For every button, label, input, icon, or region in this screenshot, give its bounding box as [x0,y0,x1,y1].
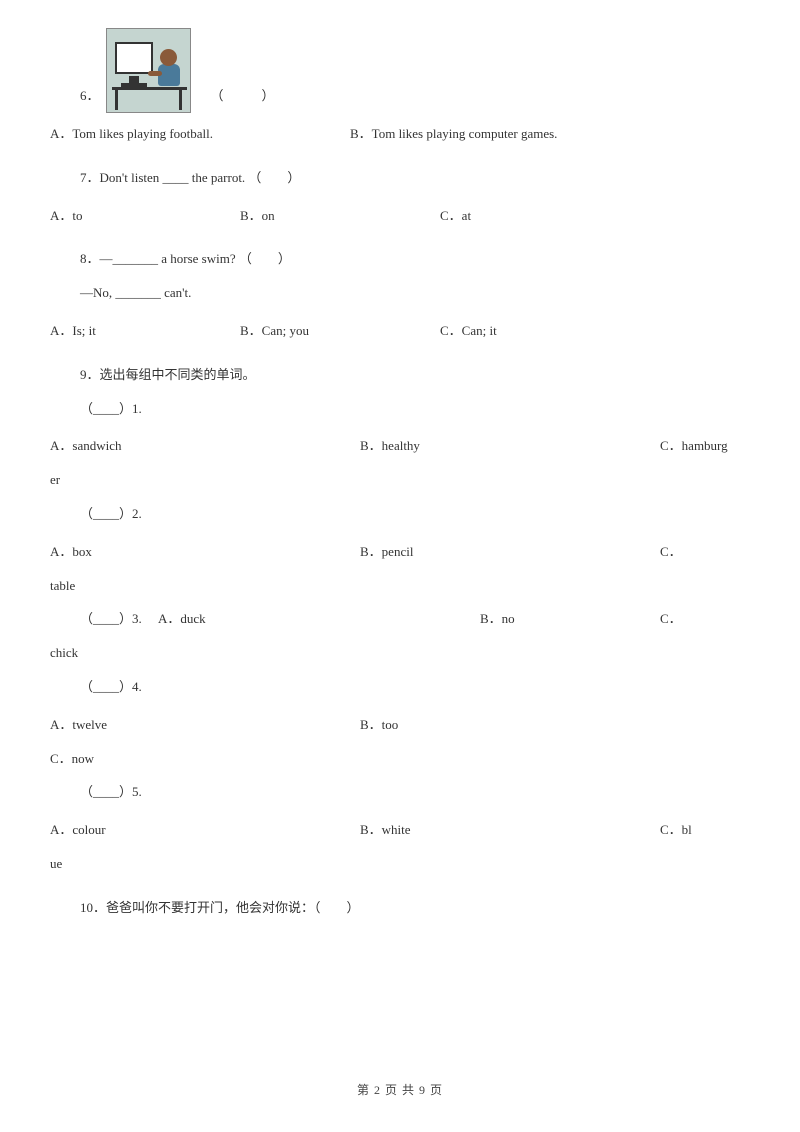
q9-sub2-a: A．box [50,535,360,569]
q8-options: A．Is; it B．Can; you C．Can; it [50,314,750,348]
q9-sub2-options: A．box B．pencil C． [50,535,750,569]
q9-sub1-a: A．sandwich [50,429,360,463]
q6-option-a: A．Tom likes playing football. [50,117,350,151]
q9-sub5-c-wrap: ue [50,847,750,881]
q9-sub5-b: B．white [360,813,660,847]
q9-sub5-c: C．bl [660,813,692,847]
q7-option-b: B．on [240,199,440,233]
question-6: 6． （ ） [50,28,750,113]
q9-sub3-line: （____）3. A．duck B．no C． [50,602,750,636]
q6-option-b: B．Tom likes playing computer games. [350,117,557,151]
q7-option-a: A．to [50,199,240,233]
q7-option-c: C．at [440,199,471,233]
q9-sub2-b: B．pencil [360,535,660,569]
page-footer: 第 2 页 共 9 页 [0,1075,800,1106]
q9-sub4-options-ab: A．twelve B．too [50,708,750,742]
q9-sub1-c: C．hamburg [660,429,728,463]
question-10: 10．爸爸叫你不要打开门，他会对你说：（ ） [50,891,750,925]
q6-number: 6． [80,79,100,113]
q9-sub2-prefix: （____）2. [50,497,750,531]
question-8-line2: —No, _______ can't. [50,276,750,310]
q9-sub1-options: A．sandwich B．healthy C．hamburg [50,429,750,463]
q8-option-b: B．Can; you [240,314,440,348]
q6-options: A．Tom likes playing football. B．Tom like… [50,117,750,151]
question-7: 7．Don't listen ____ the parrot. （ ） [50,161,750,195]
q8-option-c: C．Can; it [440,314,497,348]
q9-sub5-options: A．colour B．white C．bl [50,813,750,847]
q9-sub4-prefix: （____）4. [50,670,750,704]
q9-sub5-a: A．colour [50,813,360,847]
question-8-line1: 8．—_______ a horse swim? （ ） [50,242,750,276]
q6-image [106,28,191,113]
question-9: 9．选出每组中不同类的单词。 [50,358,750,392]
q8-option-a: A．Is; it [50,314,240,348]
q9-sub3-c: C． [660,602,682,636]
q9-sub1-b: B．healthy [360,429,660,463]
q9-sub4-a: A．twelve [50,708,360,742]
q9-sub1-c-wrap: er [50,463,750,497]
q6-blank: （ ） [211,79,279,113]
q7-options: A．to B．on C．at [50,199,750,233]
q9-sub4-c: C．now [50,742,750,776]
q9-sub2-c-wrap: table [50,569,750,603]
q9-sub2-c: C． [660,535,682,569]
q9-sub4-b: B．too [360,708,660,742]
q9-sub1-prefix: （____）1. [50,392,750,426]
q9-sub3-b: B．no [480,602,660,636]
q9-sub5-prefix: （____）5. [50,775,750,809]
q9-sub3-prefix-a: （____）3. A．duck [80,602,480,636]
q9-sub3-c-wrap: chick [50,636,750,670]
